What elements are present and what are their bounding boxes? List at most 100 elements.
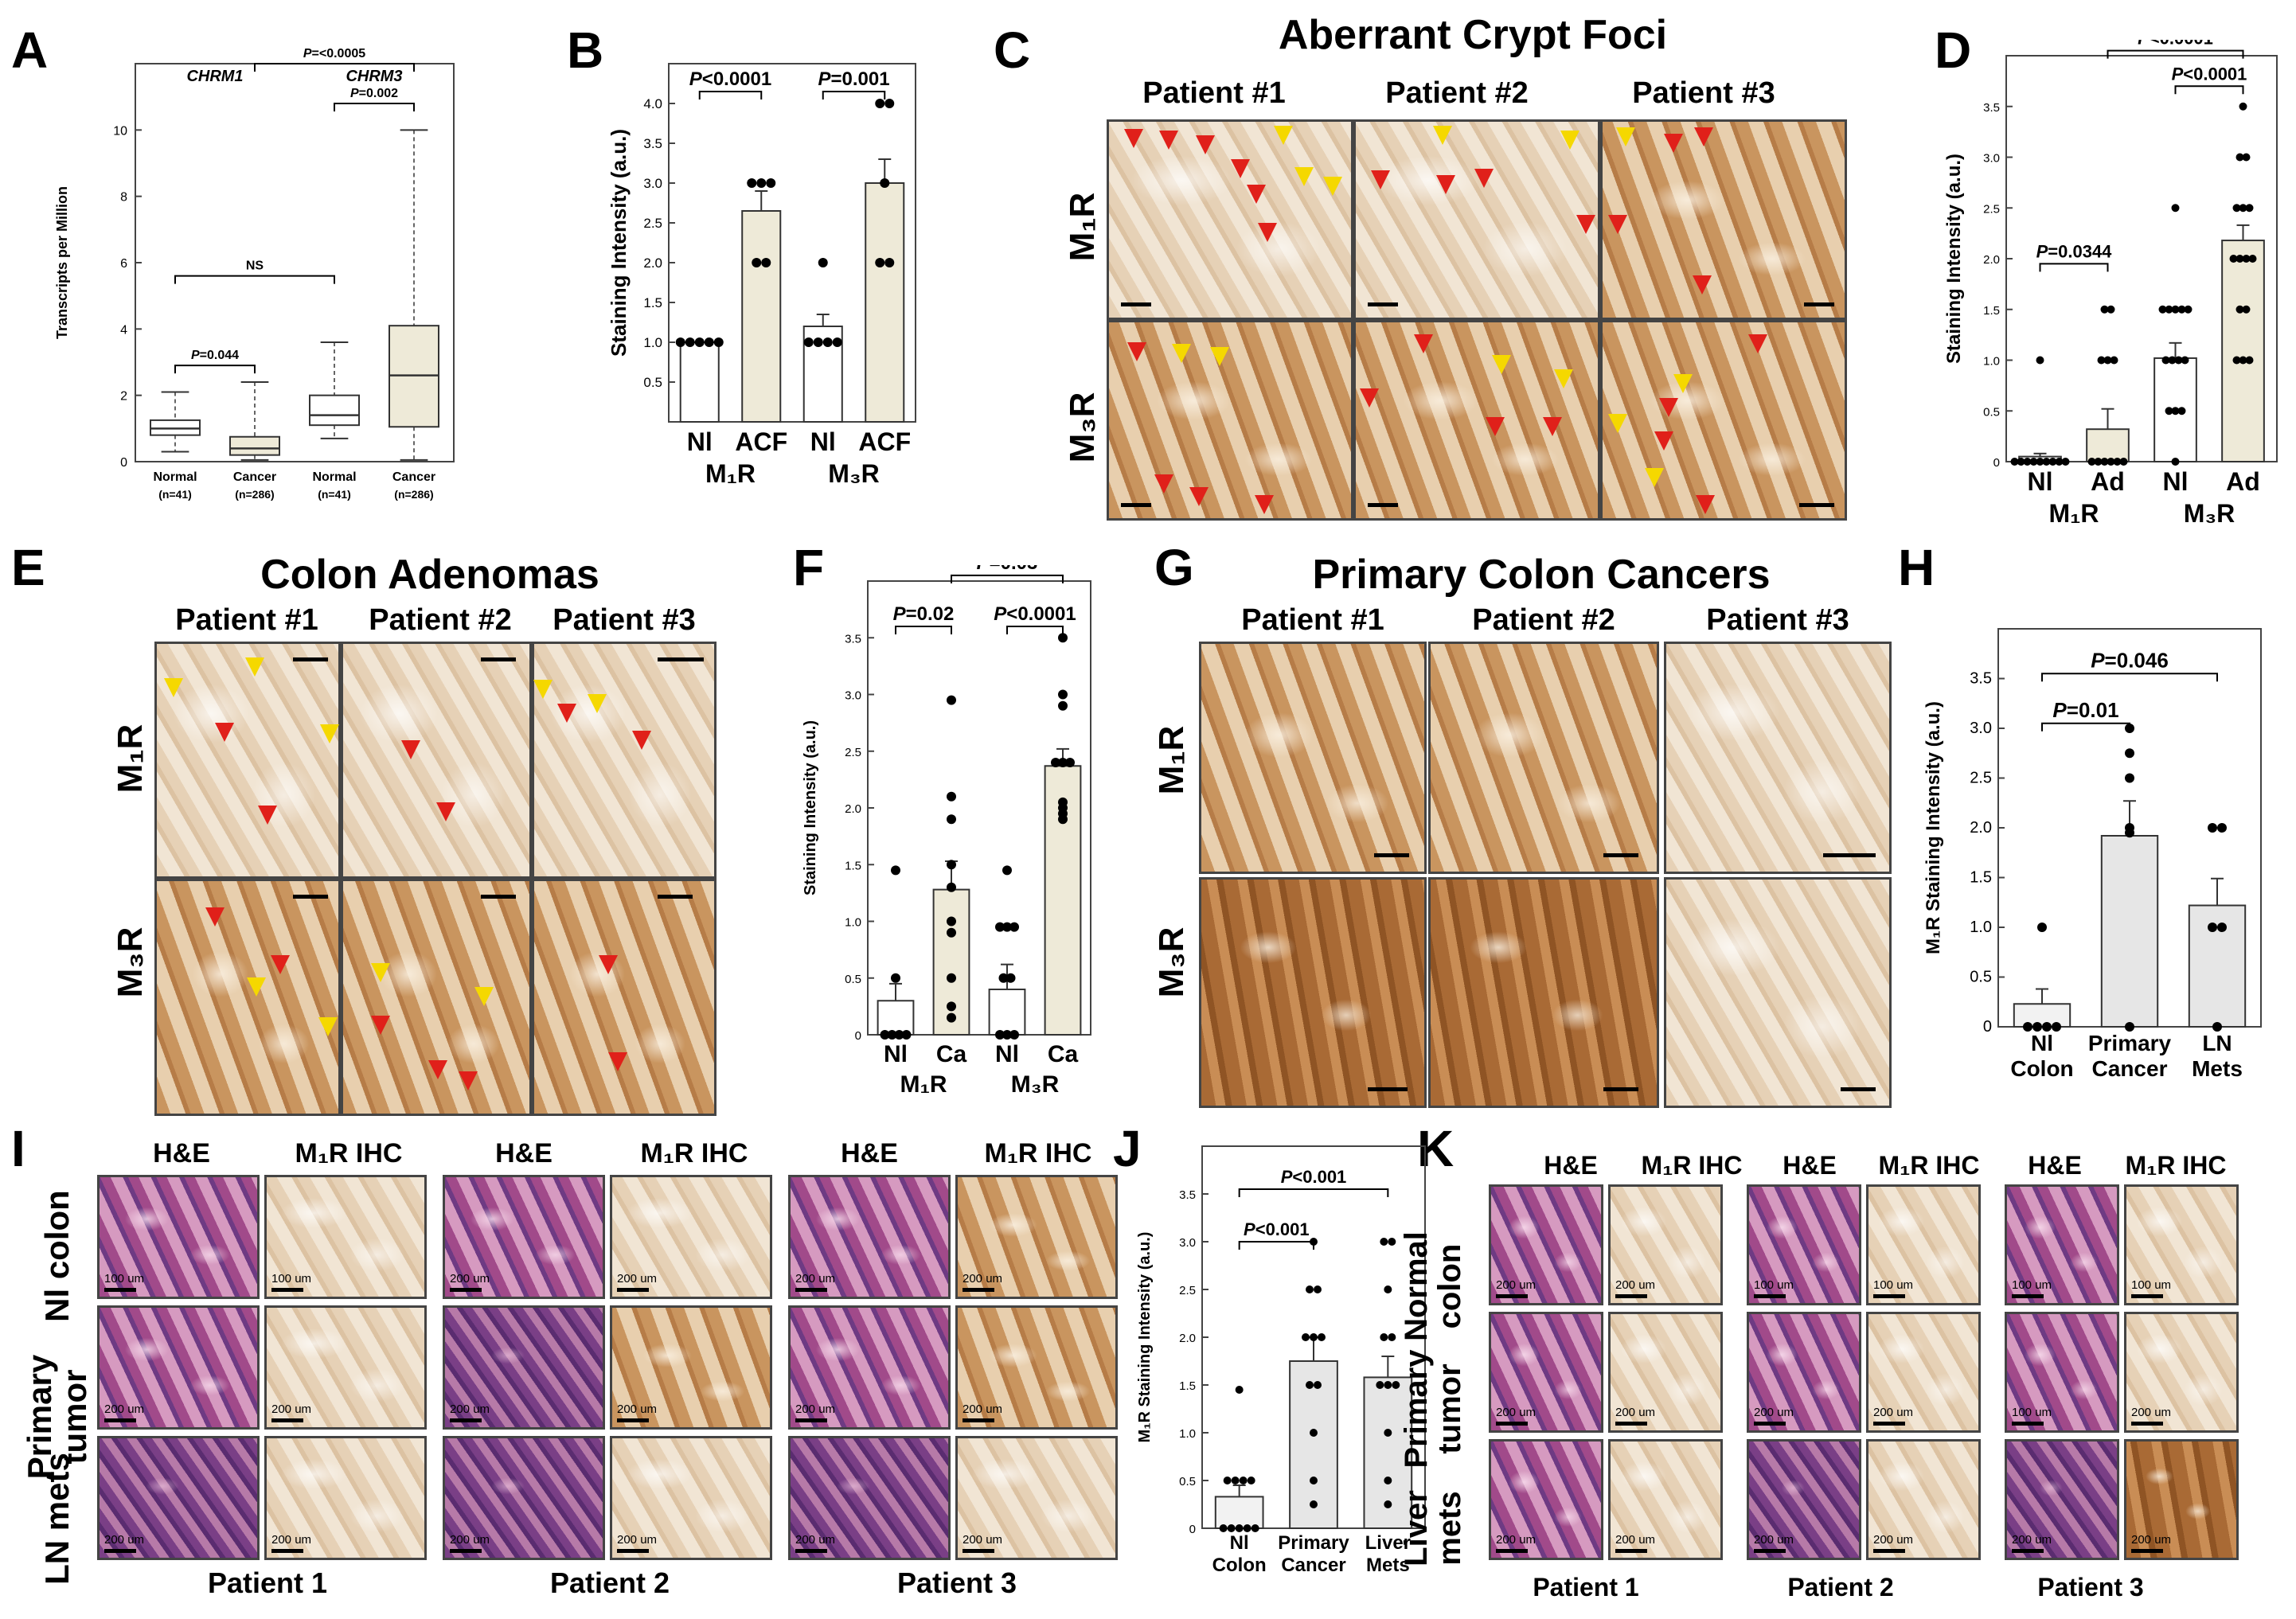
data-point	[1243, 1524, 1251, 1532]
red-arrow-marker	[459, 1071, 478, 1090]
panel-g-col-1: Patient #1	[1241, 603, 1384, 637]
scale-bar	[963, 1288, 994, 1292]
data-point	[901, 1030, 912, 1040]
histology-image: 200 um	[1866, 1439, 1981, 1560]
panel-label-f: F	[793, 539, 825, 596]
scale-bar	[1873, 1422, 1905, 1426]
y-tick-label: 0.5	[1970, 969, 1992, 986]
data-point	[1251, 1524, 1259, 1532]
red-arrow-marker	[632, 731, 651, 750]
panel-label-j: J	[1113, 1120, 1142, 1177]
data-point	[2052, 1022, 2061, 1032]
data-point	[995, 1030, 1005, 1040]
data-point	[947, 1012, 956, 1023]
p-value-label: P=0.001	[818, 68, 889, 90]
p-value-label: P=0.044	[191, 349, 239, 362]
x-tick-label: Cancer	[2092, 1056, 2168, 1081]
yellow-arrow-marker	[1210, 347, 1229, 366]
red-arrow-marker	[1543, 417, 1562, 436]
data-point	[1235, 1524, 1244, 1532]
significance-bracket	[2039, 263, 2109, 272]
data-point	[2242, 305, 2251, 314]
data-point	[2036, 356, 2044, 365]
scale-label: 200 um	[450, 1402, 490, 1416]
x-tick-label: Nl	[995, 1041, 1019, 1067]
red-arrow-marker	[1474, 169, 1494, 188]
yellow-arrow-marker	[474, 987, 494, 1006]
data-point	[1306, 1285, 1314, 1293]
data-point	[2181, 356, 2189, 365]
group-label: M₃R	[2184, 499, 2235, 528]
y-tick-label: 1.0	[1983, 355, 2000, 369]
red-arrow-marker	[428, 1060, 447, 1079]
panel-label-i: I	[11, 1120, 25, 1177]
histology-image	[1107, 320, 1353, 521]
red-arrow-marker	[1654, 431, 1673, 451]
scale-bar	[2012, 1294, 2044, 1298]
y-tick-label: 3.0	[1179, 1236, 1196, 1250]
scale-bar	[1603, 853, 1638, 857]
histology-image: 100 um	[2005, 1184, 2119, 1305]
y-tick-label: 0	[855, 1029, 861, 1043]
scale-label: 200 um	[617, 1272, 658, 1285]
data-point	[832, 337, 842, 347]
scale-bar	[1615, 1294, 1647, 1298]
data-point	[1058, 689, 1068, 700]
scale-label: 200 um	[1615, 1406, 1656, 1419]
x-tick-label: LN	[2202, 1031, 2232, 1055]
histology-image	[1107, 119, 1353, 320]
data-point	[2217, 923, 2227, 932]
histology-image	[1664, 642, 1892, 874]
significance-bracket	[2041, 673, 2218, 682]
histology-image	[1664, 877, 1892, 1108]
red-arrow-marker	[1124, 129, 1143, 148]
data-point	[2103, 356, 2112, 365]
y-tick-label: 2.0	[1983, 253, 2000, 267]
data-point	[995, 922, 1005, 932]
yellow-arrow-marker	[1645, 468, 1664, 487]
y-tick-label: 2	[120, 390, 127, 404]
bar	[1214, 1496, 1264, 1529]
panel-label-e: E	[11, 539, 45, 596]
y-tick-label: 3.0	[1983, 152, 2000, 166]
data-point	[947, 927, 956, 938]
scale-bar	[1873, 1549, 1905, 1553]
data-point	[2042, 1022, 2052, 1032]
data-point	[880, 178, 890, 188]
data-point	[813, 337, 823, 347]
data-point	[884, 99, 895, 108]
data-point	[2208, 923, 2217, 932]
group-label: M₁R	[2049, 499, 2099, 528]
x-tick-label: Cancer	[1281, 1555, 1345, 1576]
p-value-label: P=0.002	[350, 87, 398, 100]
data-point	[2242, 153, 2251, 162]
data-point	[1376, 1381, 1384, 1389]
histology-image	[1600, 320, 1847, 521]
scale-bar	[450, 1418, 482, 1422]
panel-label-a: A	[11, 21, 49, 79]
yellow-arrow-marker	[1294, 167, 1314, 186]
data-point	[947, 791, 956, 802]
scale-bar	[2131, 1294, 2163, 1298]
p-value-label: P<0.0001	[994, 603, 1076, 625]
panel-k-head-2: M₁R IHC	[1641, 1151, 1743, 1180]
scale-bar	[963, 1418, 994, 1422]
yellow-arrow-marker	[1616, 127, 1635, 146]
histology-image	[1600, 119, 1847, 320]
yellow-arrow-marker	[320, 724, 339, 743]
y-tick-label: 3.5	[1179, 1188, 1196, 1202]
red-arrow-marker	[1231, 159, 1250, 178]
significance-bracket	[895, 626, 952, 634]
scale-label: 200 um	[795, 1272, 836, 1285]
histology-image: 200 um	[955, 1436, 1118, 1560]
y-tick-label: 2.5	[1983, 202, 2000, 216]
data-point	[2245, 356, 2254, 365]
data-point	[2177, 305, 2186, 314]
data-point	[2171, 305, 2180, 314]
x-tick-label: Nl	[2031, 1031, 2053, 1055]
histology-image: 200 um	[788, 1305, 951, 1430]
histology-image: 200 um	[1866, 1312, 1981, 1433]
data-point	[1384, 1477, 1392, 1484]
data-point	[1314, 1285, 1322, 1293]
significance-bracket	[698, 91, 763, 99]
